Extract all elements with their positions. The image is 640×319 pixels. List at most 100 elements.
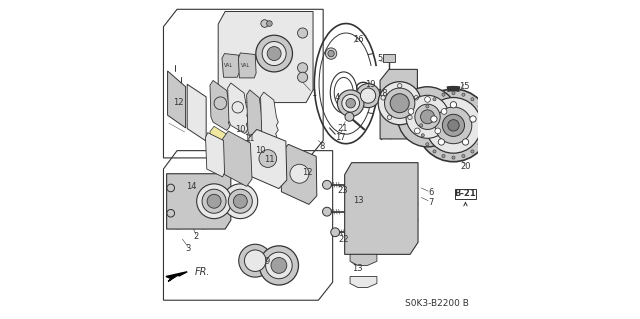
Polygon shape: [168, 71, 186, 128]
Polygon shape: [187, 84, 206, 141]
Circle shape: [478, 105, 481, 108]
Polygon shape: [345, 163, 418, 254]
Circle shape: [433, 150, 436, 153]
Text: 9: 9: [264, 257, 269, 266]
Circle shape: [435, 107, 472, 144]
Circle shape: [259, 150, 276, 167]
Circle shape: [167, 210, 175, 217]
Polygon shape: [350, 277, 377, 287]
Circle shape: [207, 194, 221, 208]
Circle shape: [471, 98, 474, 101]
Polygon shape: [350, 254, 377, 265]
Polygon shape: [380, 69, 417, 139]
Text: 15: 15: [459, 82, 469, 91]
Circle shape: [462, 154, 465, 158]
Circle shape: [483, 114, 486, 117]
Circle shape: [438, 139, 445, 145]
Text: 18: 18: [378, 89, 388, 98]
Text: 2: 2: [193, 233, 198, 241]
Circle shape: [415, 128, 420, 134]
Circle shape: [345, 112, 354, 121]
Text: 7: 7: [429, 198, 434, 207]
Text: 5: 5: [378, 54, 383, 63]
Text: VAL: VAL: [223, 63, 233, 68]
Circle shape: [346, 99, 355, 108]
Circle shape: [478, 143, 481, 146]
Circle shape: [356, 84, 380, 108]
Polygon shape: [239, 53, 256, 78]
Text: S0K3-B2200 B: S0K3-B2200 B: [405, 299, 469, 308]
Text: FR.: FR.: [195, 267, 210, 278]
Circle shape: [390, 94, 409, 113]
Text: 19: 19: [365, 80, 376, 89]
Polygon shape: [260, 92, 278, 144]
Circle shape: [266, 252, 292, 279]
Circle shape: [426, 143, 429, 146]
Circle shape: [421, 114, 424, 117]
Text: 22: 22: [339, 235, 349, 244]
Circle shape: [421, 134, 424, 137]
Circle shape: [417, 89, 490, 162]
Circle shape: [442, 154, 445, 158]
Text: 13: 13: [352, 264, 363, 273]
Circle shape: [298, 63, 308, 73]
Circle shape: [433, 98, 436, 101]
Text: 11: 11: [244, 134, 255, 144]
Text: 12: 12: [302, 168, 312, 177]
Circle shape: [239, 244, 271, 277]
Text: 16: 16: [353, 35, 364, 44]
Circle shape: [431, 116, 437, 122]
Circle shape: [256, 35, 292, 72]
Circle shape: [298, 72, 308, 82]
Polygon shape: [210, 126, 228, 149]
Polygon shape: [210, 80, 232, 130]
Circle shape: [462, 139, 468, 145]
Text: 23: 23: [337, 186, 348, 195]
Polygon shape: [249, 130, 287, 189]
Polygon shape: [223, 131, 252, 186]
Circle shape: [452, 156, 455, 159]
Circle shape: [337, 90, 364, 116]
Polygon shape: [222, 54, 239, 77]
Bar: [455, 189, 476, 199]
Circle shape: [271, 257, 287, 273]
Circle shape: [323, 207, 332, 216]
Text: 14: 14: [186, 182, 196, 191]
Circle shape: [328, 50, 334, 57]
Circle shape: [397, 87, 458, 147]
Circle shape: [196, 184, 232, 219]
Circle shape: [470, 116, 476, 122]
Circle shape: [385, 88, 415, 118]
Text: 6: 6: [429, 188, 434, 197]
Polygon shape: [228, 83, 249, 134]
Text: 10: 10: [235, 125, 246, 134]
Circle shape: [425, 97, 430, 102]
Circle shape: [462, 93, 465, 96]
Circle shape: [323, 180, 332, 189]
Circle shape: [435, 128, 440, 134]
Circle shape: [167, 184, 175, 192]
Circle shape: [228, 189, 252, 213]
Circle shape: [415, 104, 440, 130]
Text: 1: 1: [311, 89, 316, 98]
Circle shape: [298, 28, 308, 38]
Text: 10: 10: [255, 145, 265, 154]
Circle shape: [448, 120, 459, 131]
Polygon shape: [166, 272, 187, 281]
Circle shape: [452, 92, 455, 95]
Polygon shape: [246, 90, 263, 141]
Polygon shape: [280, 144, 317, 204]
Circle shape: [342, 94, 360, 112]
Circle shape: [331, 228, 340, 237]
Polygon shape: [205, 133, 225, 177]
Text: 11: 11: [264, 155, 275, 164]
Circle shape: [426, 105, 429, 108]
Circle shape: [442, 93, 445, 96]
Circle shape: [451, 102, 456, 108]
Circle shape: [267, 47, 281, 61]
Circle shape: [471, 150, 474, 153]
Circle shape: [266, 21, 272, 26]
Text: 13: 13: [353, 196, 364, 205]
Circle shape: [360, 88, 376, 103]
Polygon shape: [218, 11, 313, 103]
